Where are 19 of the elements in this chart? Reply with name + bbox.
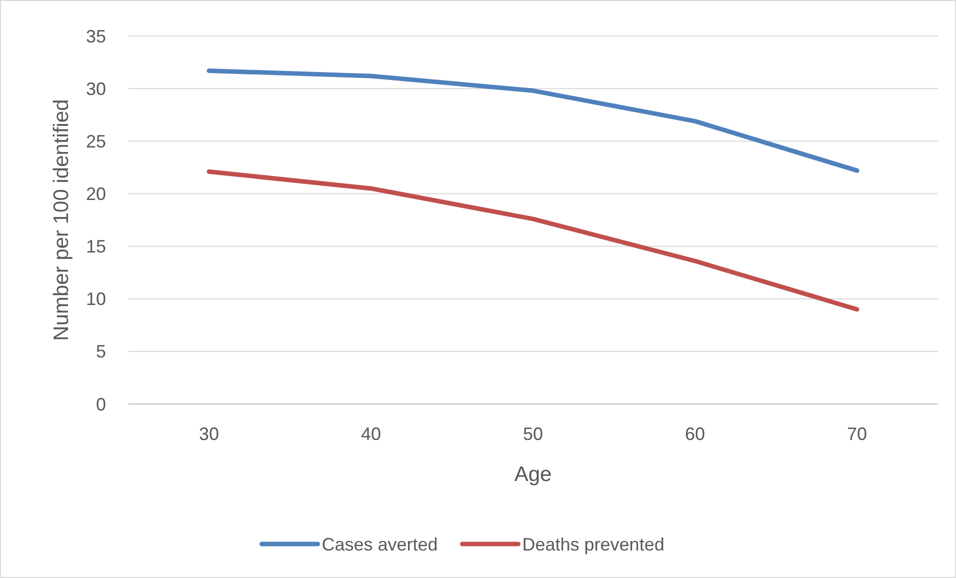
y-tick-label: 15 [86,236,106,257]
legend-label: Cases averted [322,534,438,554]
x-tick-label: 50 [522,424,544,444]
x-tick-label: 70 [846,424,868,444]
y-tick-label: 10 [86,289,106,310]
x-tick-label: 30 [198,424,220,444]
y-tick-label: 5 [96,342,106,362]
x-tick-label: 60 [684,424,706,444]
legend-label: Deaths prevented [522,534,664,554]
y-tick-label: 20 [86,184,106,204]
y-axis-title: Number per 100 identified [50,99,73,341]
line-series [206,68,860,173]
y-tick-label: 35 [86,26,106,46]
y-tick-label: 30 [86,78,106,99]
x-axis-title: Age [514,463,552,486]
line-series [206,169,860,312]
y-tick-label: 25 [86,131,106,152]
y-tick-label: 0 [96,394,106,414]
x-tick-label: 40 [360,424,382,444]
